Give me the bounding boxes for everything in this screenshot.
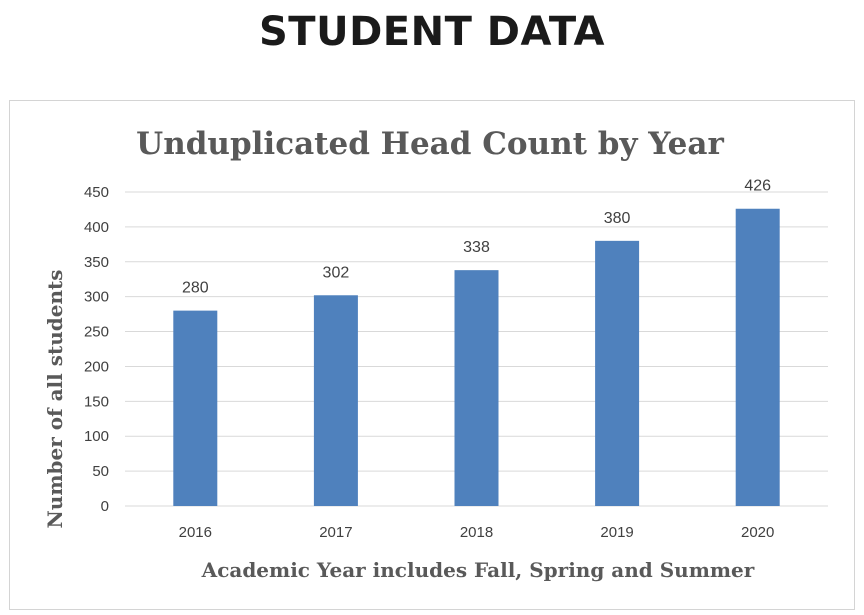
chart-title: Unduplicated Head Count by Year bbox=[136, 126, 724, 162]
bar-value-label: 338 bbox=[463, 239, 490, 256]
bar bbox=[735, 208, 780, 506]
x-tick-label: 2018 bbox=[460, 524, 493, 541]
x-tick-label: 2017 bbox=[319, 524, 352, 541]
y-tick-label: 250 bbox=[84, 324, 109, 341]
x-tick-label: 2019 bbox=[600, 524, 633, 541]
x-axis-label: Academic Year includes Fall, Spring and … bbox=[201, 558, 755, 582]
y-tick-label: 200 bbox=[84, 358, 109, 375]
y-tick-label: 0 bbox=[101, 498, 109, 515]
x-tick-label: 2016 bbox=[179, 524, 212, 541]
x-axis-ticks: 2016 2017 2018 2019 2020 bbox=[179, 524, 775, 541]
bar-value-label: 302 bbox=[323, 264, 350, 281]
x-tick-label: 2020 bbox=[741, 524, 774, 541]
y-tick-label: 450 bbox=[84, 184, 109, 201]
y-axis-label: Number of all students bbox=[43, 269, 67, 528]
bar bbox=[313, 295, 358, 506]
y-tick-label: 300 bbox=[84, 289, 109, 306]
bar-value-label: 426 bbox=[744, 178, 771, 195]
y-axis-ticks: 0 50 100 150 200 250 300 350 400 450 bbox=[84, 184, 109, 515]
bar bbox=[173, 310, 218, 506]
y-tick-label: 350 bbox=[84, 254, 109, 271]
chart-frame: Unduplicated Head Count by Year Number o… bbox=[9, 100, 855, 610]
data-labels: 280 302 338 380 426 bbox=[182, 178, 771, 297]
bar-value-label: 380 bbox=[604, 210, 631, 227]
y-tick-label: 100 bbox=[84, 428, 109, 445]
y-tick-label: 150 bbox=[84, 393, 109, 410]
bar bbox=[595, 240, 640, 506]
bar-chart: Unduplicated Head Count by Year Number o… bbox=[43, 126, 828, 582]
page-title: STUDENT DATA bbox=[259, 9, 605, 55]
y-tick-label: 400 bbox=[84, 219, 109, 236]
bar-value-label: 280 bbox=[182, 280, 209, 297]
bars bbox=[173, 208, 780, 506]
y-tick-label: 50 bbox=[92, 463, 109, 480]
bar bbox=[454, 270, 499, 506]
